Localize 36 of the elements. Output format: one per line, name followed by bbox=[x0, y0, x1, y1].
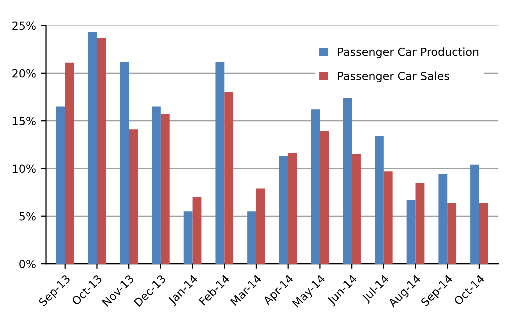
bar bbox=[129, 130, 138, 264]
bar bbox=[256, 188, 266, 264]
bar bbox=[152, 106, 161, 264]
bar bbox=[406, 200, 416, 264]
bar bbox=[192, 197, 202, 264]
bar bbox=[448, 203, 457, 264]
bar bbox=[216, 62, 225, 264]
y-tick-label: 10% bbox=[13, 164, 36, 174]
bar bbox=[65, 62, 74, 264]
y-tick-label: 20% bbox=[12, 69, 36, 78]
legend-label: Passenger Car Sales bbox=[338, 72, 450, 83]
bar bbox=[224, 92, 234, 264]
bar bbox=[384, 172, 393, 264]
bar bbox=[56, 106, 66, 264]
bar bbox=[88, 32, 98, 264]
bar bbox=[352, 154, 361, 264]
y-tick-label: 0% bbox=[20, 260, 36, 268]
bar bbox=[279, 156, 288, 264]
bar bbox=[416, 183, 425, 264]
y-tick-label: 15% bbox=[13, 117, 36, 126]
legend-label: Passenger Car Production bbox=[338, 48, 479, 58]
bar bbox=[184, 212, 193, 264]
bar bbox=[248, 212, 256, 264]
bar bbox=[120, 62, 130, 264]
bar bbox=[470, 164, 480, 264]
bar bbox=[343, 98, 352, 264]
bar bbox=[97, 38, 106, 264]
bar bbox=[374, 136, 384, 264]
y-tick-label: 5% bbox=[20, 212, 36, 221]
bar bbox=[288, 153, 298, 264]
bar bbox=[438, 174, 448, 264]
bar bbox=[479, 203, 488, 264]
bar bbox=[160, 114, 170, 264]
bar bbox=[320, 132, 330, 264]
y-tick-label: 25% bbox=[12, 22, 36, 30]
bar bbox=[311, 110, 320, 264]
